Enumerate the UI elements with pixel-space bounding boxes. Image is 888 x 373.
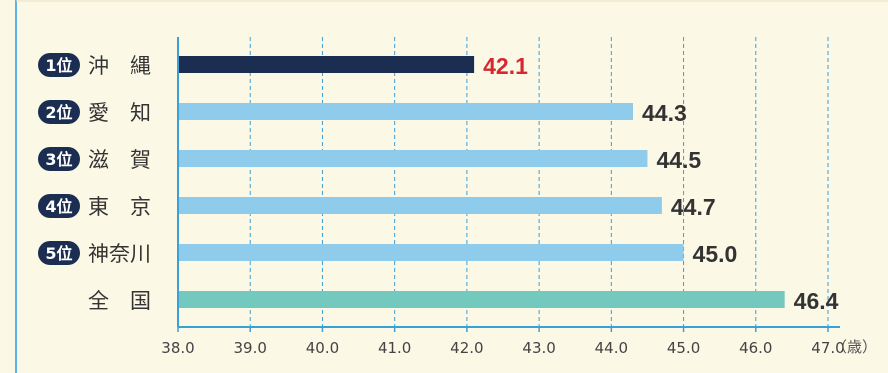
bar-6 [179,291,785,308]
rank-label: 1位 [45,56,72,75]
category-label: 神奈川 [88,242,151,266]
rank-badge [38,241,80,265]
x-tick-label: 45.0 [667,339,700,357]
category-labels: 1位沖 縄 2位愛 知 3位滋 賀 4位東 京 5位 神奈川全 国 [38,53,151,313]
value-label: 44.3 [642,100,687,126]
rank-label: 5位 [45,244,72,263]
rank-label: 2位 [45,103,72,122]
value-label: 44.5 [656,147,701,173]
category-label: 東 京 [88,195,151,219]
x-tick-label: 40.0 [306,339,339,357]
category-label: 全 国 [88,289,151,313]
x-ticks: 38.0 39.0 40.0 41.0 42.0 43.0 44.0 45.0 46.0 47.0 [161,327,845,357]
value-label: 42.1 [483,53,528,79]
x-tick-label: 39.0 [234,339,267,357]
bar-1 [179,56,475,73]
x-tick-label: 43.0 [522,339,555,357]
x-tick-label: 38.0 [161,339,194,357]
rank-badge [38,147,80,171]
x-tick-label: 46.0 [739,339,772,357]
rank-label: 3位 [45,150,72,169]
category-label: 滋 賀 [88,148,151,172]
category-label: 愛 知 [88,101,151,125]
x-tick-label: 42.0 [450,339,483,357]
bar-2 [179,103,633,120]
rank-badge [38,100,80,124]
value-label: 46.4 [794,288,839,314]
bars-group: 42.1 44.3 44.5 44.7 45.0 46.4 [179,53,839,314]
rank-label: 4位 [45,197,72,216]
bar-5 [179,244,684,261]
grid-lines [249,37,829,327]
rank-badge [38,194,80,218]
x-tick-label: 47.0 [811,339,844,357]
value-label: 44.7 [671,194,716,220]
category-label: 沖 縄 [88,54,151,78]
x-unit-label: （歳） [832,338,877,356]
rank-badge [38,53,80,77]
axes-group [177,37,840,328]
value-label: 45.0 [693,241,738,267]
bar-3 [179,150,648,167]
x-tick-label: 44.0 [595,339,628,357]
x-tick-label: 41.0 [378,339,411,357]
bar-4 [179,197,662,214]
